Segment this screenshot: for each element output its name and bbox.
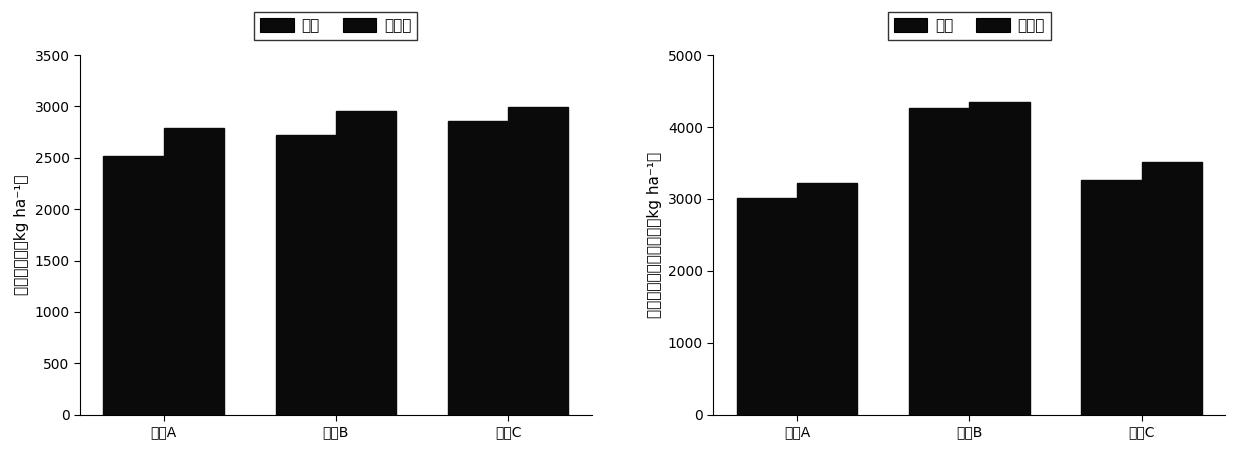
Bar (103, 156, 164, 414)
Bar (1082, 179, 1141, 414)
Bar (737, 198, 797, 414)
Legend: 单作, 间套作: 单作, 间套作 (887, 12, 1051, 40)
Legend: 单作, 间套作: 单作, 间套作 (254, 12, 418, 40)
Bar (164, 128, 224, 414)
Bar (969, 102, 1030, 414)
Y-axis label: 油菜籽产量（kg ha⁻¹）: 油菜籽产量（kg ha⁻¹） (14, 175, 28, 295)
Bar (275, 135, 336, 414)
Y-axis label: 东南景天产量（干重）（kg ha⁻¹）: 东南景天产量（干重）（kg ha⁻¹） (647, 152, 663, 318)
Bar (797, 183, 857, 414)
Bar (447, 121, 508, 414)
Bar (1141, 162, 1202, 414)
Bar (336, 111, 396, 414)
Bar (508, 107, 569, 414)
Bar (909, 107, 969, 414)
